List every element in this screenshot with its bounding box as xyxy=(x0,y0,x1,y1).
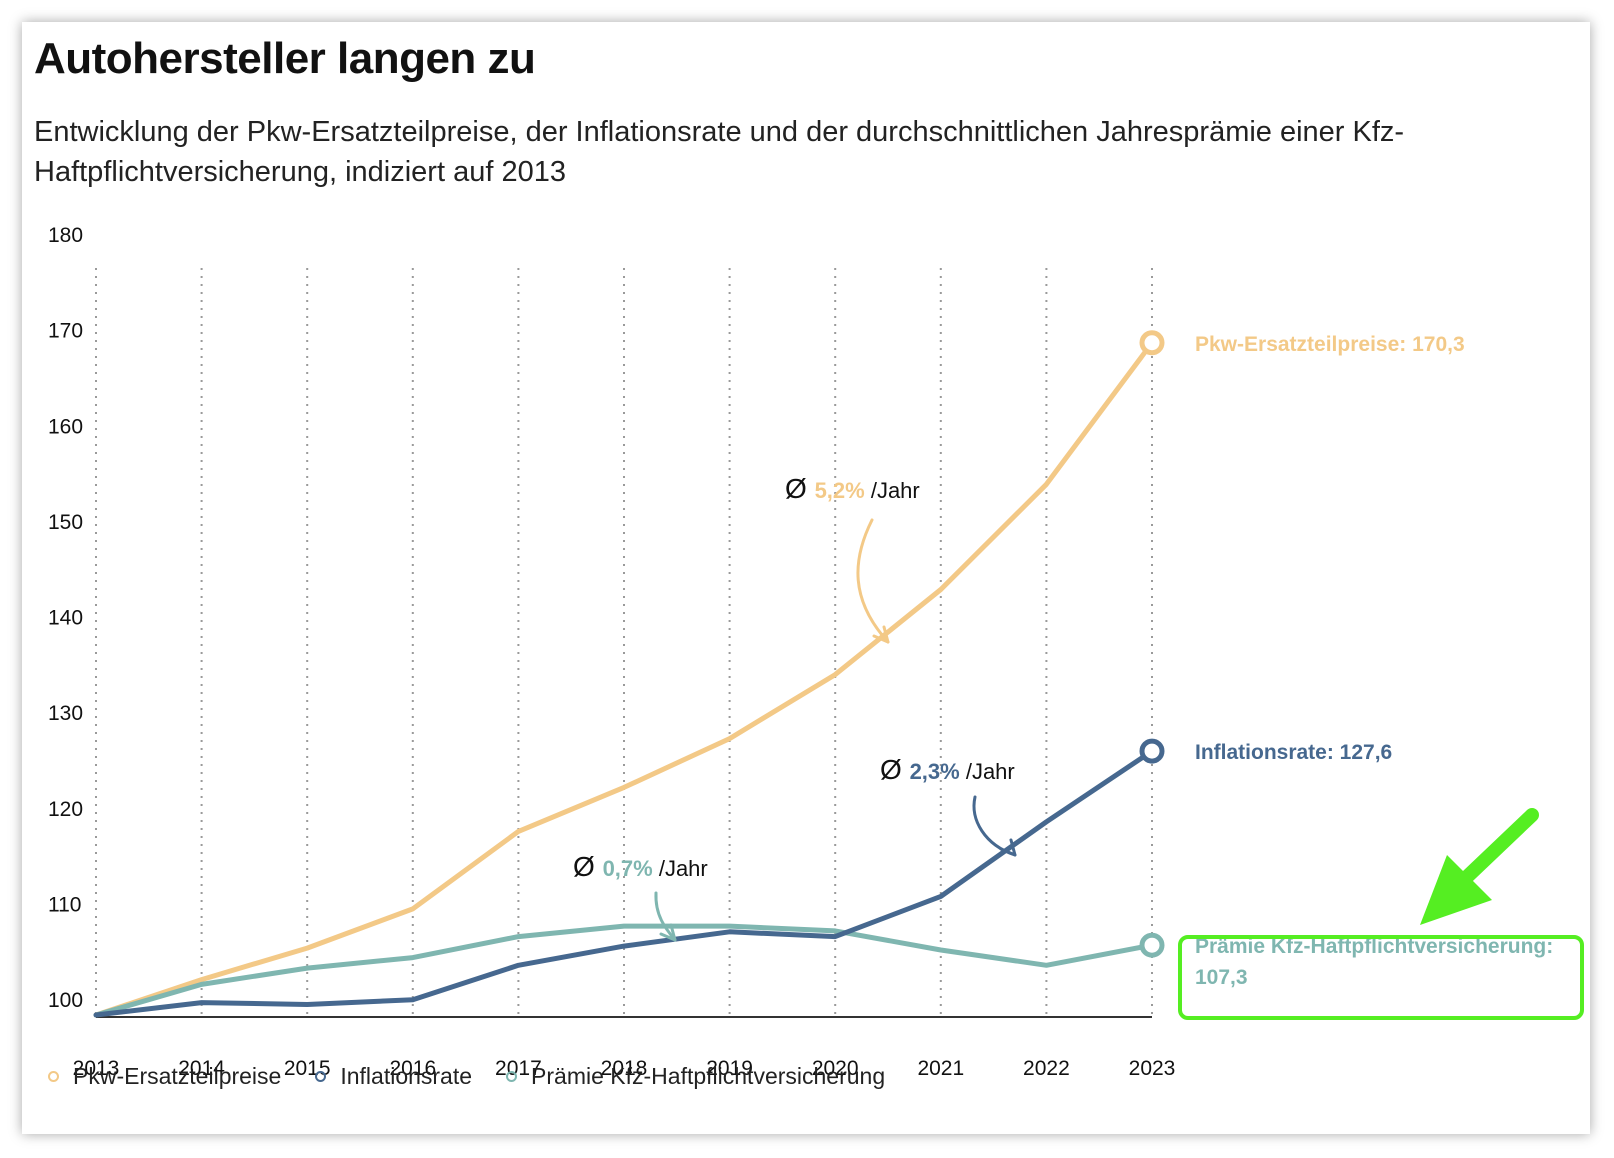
end-labels: Pkw-Ersatzteilpreise: 170,3 Inflationsrat… xyxy=(1195,333,1553,989)
y-tick-label: 120 xyxy=(48,798,83,821)
x-tick-label: 2021 xyxy=(917,1057,964,1080)
annotation-arrow xyxy=(654,891,677,942)
x-tick-label: 2018 xyxy=(601,1057,648,1080)
x-tick-label: 2019 xyxy=(706,1057,753,1080)
end-label: Prämie Kfz-Haftpflichtversicherung: 107,3 xyxy=(1195,935,1553,989)
highlight-arrowhead xyxy=(1420,855,1492,925)
series-line xyxy=(93,340,1155,1018)
y-tick-label: 140 xyxy=(48,607,83,630)
grid-lines xyxy=(95,268,1153,1015)
legend-marker-icon xyxy=(506,1071,518,1082)
x-tick-label: 2016 xyxy=(389,1057,436,1080)
annotation-arrowhead xyxy=(872,625,890,644)
legend-label: Inflationsrate xyxy=(340,1063,473,1089)
y-tick-label: 180 xyxy=(48,224,83,247)
chart-card xyxy=(22,22,1590,1134)
legend-label: Prämie Kfz-Haftpflichtversicherung xyxy=(531,1063,886,1089)
y-tick-label: 150 xyxy=(48,511,83,534)
y-tick-label: 110 xyxy=(48,893,81,916)
chart-subtitle: Entwicklung der Pkw-Ersatzteilpreise, de… xyxy=(34,116,1405,188)
legend-marker-icon xyxy=(48,1071,59,1082)
series-line xyxy=(93,748,1155,1018)
end-marker xyxy=(1139,932,1165,958)
average-annotation: Ø 0,7% /Jahr xyxy=(573,851,708,882)
x-tick-label: 2023 xyxy=(1129,1057,1176,1080)
y-tick-label: 170 xyxy=(48,320,83,343)
x-tick-label: 2013 xyxy=(73,1057,120,1080)
end-label: Inflationsrate: 127,6 xyxy=(1195,741,1392,764)
highlight-box xyxy=(1178,935,1584,1020)
legend-marker-icon xyxy=(315,1071,327,1082)
annotation-arrow xyxy=(856,518,890,644)
series-line xyxy=(93,923,1155,1018)
end-marker xyxy=(1139,738,1165,764)
average-annotation: Ø 5,2% /Jahr xyxy=(785,473,920,504)
legend-label: Pkw-Ersatzteilpreise xyxy=(73,1063,282,1089)
x-tick-label: 2022 xyxy=(1023,1057,1070,1080)
legend: Pkw-Ersatzteilpreise Inflationsrate Prämie… xyxy=(48,1063,885,1090)
x-tick-label: 2014 xyxy=(178,1057,225,1080)
series-lines xyxy=(93,330,1165,1018)
axes: 2013 2014 2015 2016 2017 2018 2019 2020 2021 2022… xyxy=(48,224,1175,1080)
y-tick-label: 160 xyxy=(48,415,83,438)
end-label: Pkw-Ersatzteilpreise: 170,3 xyxy=(1195,333,1465,356)
y-tick-label: 100 xyxy=(48,989,83,1012)
annotations: Ø 5,2% /Jahr Ø 2,3% /Jahr Ø 0,7% /Jahr xyxy=(573,473,1017,942)
y-tick-label: 130 xyxy=(48,702,83,725)
annotation-arrowhead xyxy=(999,838,1017,857)
legend-item: Inflationsrate xyxy=(315,1063,472,1090)
x-tick-label: 2020 xyxy=(812,1057,859,1080)
chart-title: Autohersteller langen zu xyxy=(34,34,536,83)
end-marker xyxy=(1139,330,1165,356)
legend-item: Prämie Kfz-Haftpflichtversicherung xyxy=(506,1063,885,1090)
highlight xyxy=(1178,808,1584,1020)
annotation-arrowhead xyxy=(659,923,677,942)
legend-item: Pkw-Ersatzteilpreise xyxy=(48,1063,281,1090)
average-annotation: Ø 2,3% /Jahr xyxy=(880,754,1015,785)
